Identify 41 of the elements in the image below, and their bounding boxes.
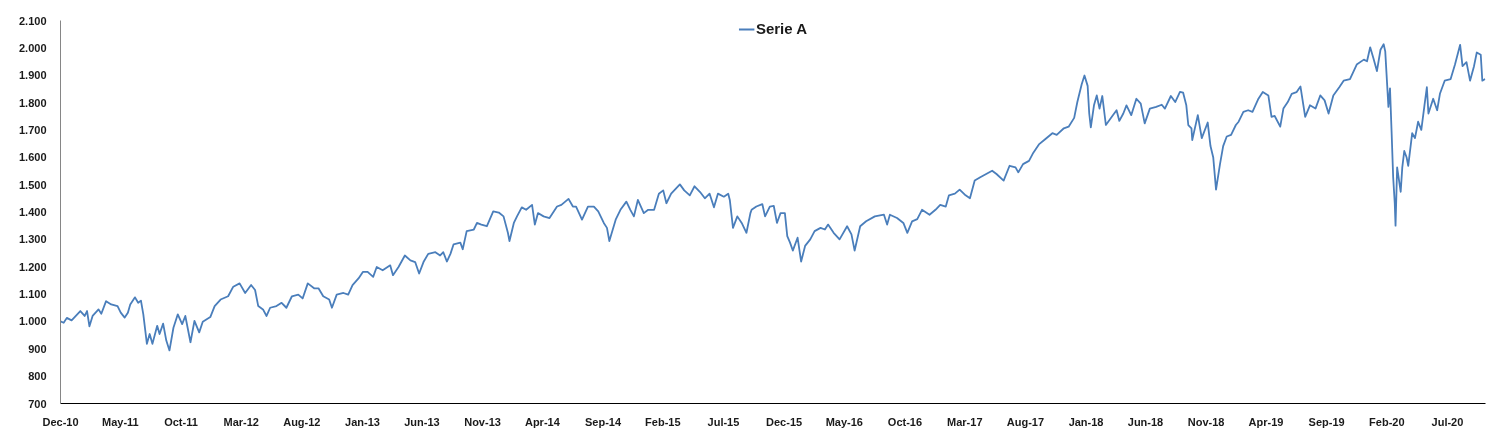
y-tick-label: 1.800 [18, 96, 47, 109]
x-tick-label: Jul-15 [707, 415, 740, 428]
y-tick-label: 1.500 [18, 178, 47, 191]
y-tick-label: 700 [28, 397, 47, 410]
x-tick-label: Mar-17 [947, 415, 983, 428]
y-tick-label: 800 [28, 370, 47, 383]
line-series [60, 43, 1486, 352]
x-tick-label: Oct-16 [887, 415, 923, 428]
x-tick-label: May-16 [825, 415, 863, 428]
y-tick-label: 2.100 [18, 14, 47, 27]
x-tick-label: Sep-14 [584, 415, 622, 428]
x-tick-label: Sep-19 [1308, 415, 1345, 428]
x-tick-label: Jan-18 [1068, 415, 1104, 428]
x-tick-label: Aug-12 [283, 415, 321, 428]
x-tick-label: Jun-13 [404, 415, 440, 428]
y-tick-label: 1.400 [18, 206, 47, 218]
x-tick-label: Feb-20 [1369, 415, 1405, 428]
y-tick-label: 1.300 [18, 233, 47, 246]
x-tick-label: Apr-14 [524, 415, 561, 428]
x-tick-label: Jan-13 [345, 415, 380, 428]
y-tick-label: 1.900 [18, 69, 47, 82]
x-tick-label: May-11 [101, 415, 139, 428]
y-tick-label: 1.100 [18, 288, 47, 301]
y-tick-label: 1.600 [18, 151, 47, 164]
x-tick-label: Feb-15 [645, 415, 681, 428]
y-tick-label: 1.200 [18, 260, 47, 273]
x-tick-label: Oct-11 [164, 415, 198, 428]
x-tick-label: Nov-18 [1187, 415, 1225, 428]
x-tick-label: Dec-15 [766, 415, 803, 428]
x-tick-label: Dec-10 [42, 415, 79, 428]
x-tick-label: Nov-13 [464, 415, 501, 428]
x-tick-label: Apr-19 [1248, 415, 1284, 428]
x-tick-label: Jun-18 [1127, 415, 1164, 428]
x-tick-label: Mar-12 [223, 415, 259, 428]
y-tick-label: 900 [28, 342, 47, 355]
y-tick-label: 1.000 [18, 315, 47, 328]
x-tick-label: Aug-17 [1006, 415, 1045, 428]
legend-label: Serie A [755, 20, 808, 37]
y-tick-label: 1.700 [18, 123, 47, 136]
y-tick-label: 2.000 [18, 41, 47, 54]
x-tick-label: Jul-20 [1431, 415, 1464, 428]
